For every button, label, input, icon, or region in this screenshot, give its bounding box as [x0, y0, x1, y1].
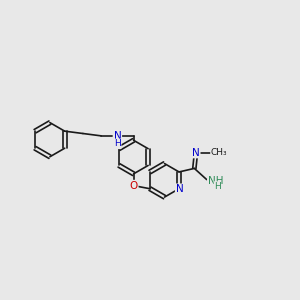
Text: N: N — [192, 148, 200, 158]
Text: N: N — [113, 131, 121, 141]
Text: O: O — [130, 181, 138, 190]
Text: N: N — [176, 184, 184, 194]
Text: H: H — [114, 139, 121, 148]
Text: NH: NH — [208, 176, 224, 186]
Text: H: H — [214, 182, 221, 190]
Text: CH₃: CH₃ — [211, 148, 227, 157]
